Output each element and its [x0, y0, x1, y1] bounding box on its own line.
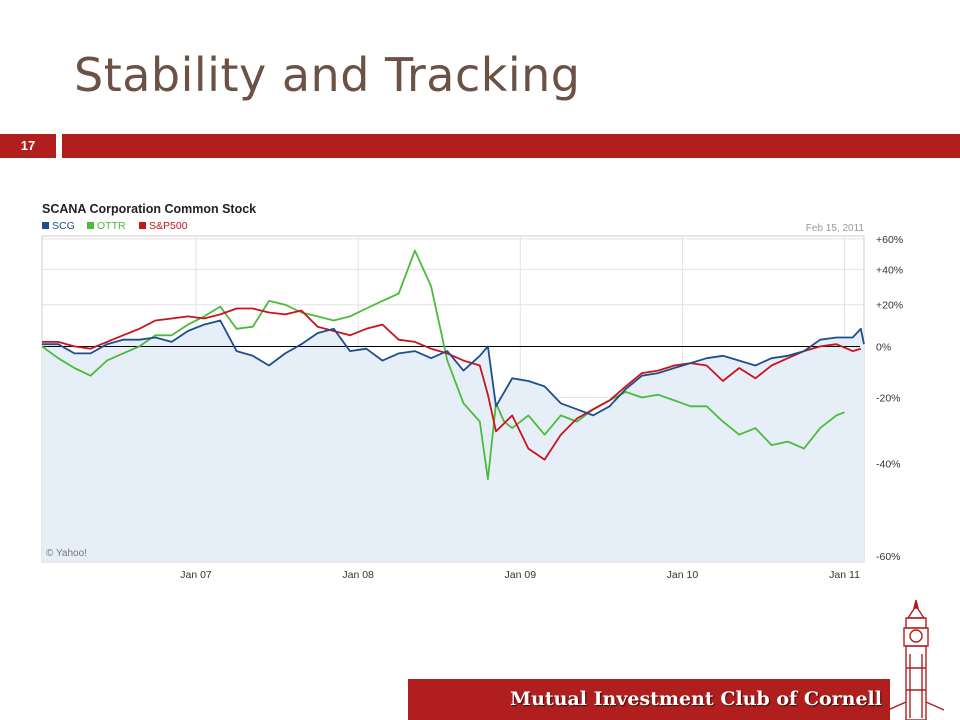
- legend-swatch: [87, 222, 94, 229]
- y-tick-label: 0%: [876, 341, 891, 353]
- series-line-ottr: [41, 249, 845, 481]
- legend-label: SCG: [52, 220, 75, 232]
- x-tick-label: Jan 08: [342, 569, 374, 581]
- legend: SCG OTTR S&P500: [42, 220, 188, 232]
- x-tick-label: Jan 11: [829, 569, 860, 581]
- x-tick-label: Jan 09: [505, 569, 537, 581]
- chart-svg: SCANA Corporation Common Stock Feb 15, 2…: [41, 202, 903, 581]
- y-tick-label: -20%: [876, 393, 901, 405]
- x-axis-labels: Jan 07 Jan 08 Jan 09 Jan 10 Jan 11: [180, 569, 860, 581]
- y-tick-label: -60%: [876, 551, 901, 563]
- stock-chart: SCANA Corporation Common Stock Feb 15, 2…: [38, 194, 918, 594]
- footer-banner: Mutual Investment Club of Cornell: [408, 679, 890, 720]
- y-tick-label: +60%: [876, 234, 903, 246]
- clocktower-logo: [888, 599, 944, 720]
- y-tick-label: +40%: [876, 264, 903, 276]
- title-rule: [62, 134, 960, 158]
- y-tick-label: -40%: [876, 458, 901, 470]
- series-line-scg: [42, 319, 865, 417]
- scg-area: [42, 320, 864, 562]
- y-tick-label: +20%: [876, 300, 903, 312]
- y-axis-labels: +60% +40% +20% 0% -20% -40% -60%: [876, 234, 903, 563]
- legend-swatch: [42, 222, 49, 229]
- slide-number: 17: [0, 134, 56, 158]
- legend-label: OTTR: [97, 220, 126, 232]
- series-lines: [41, 249, 865, 481]
- x-tick-label: Jan 07: [180, 569, 212, 581]
- chart-date: Feb 15, 2011: [806, 223, 865, 234]
- chart-title: SCANA Corporation Common Stock: [42, 202, 256, 216]
- slide-title: Stability and Tracking: [74, 48, 581, 102]
- yahoo-credit: © Yahoo!: [46, 548, 87, 559]
- legend-swatch: [139, 222, 146, 229]
- legend-label: S&P500: [149, 220, 188, 232]
- x-tick-label: Jan 10: [667, 569, 699, 581]
- series-line-sp500: [42, 307, 862, 461]
